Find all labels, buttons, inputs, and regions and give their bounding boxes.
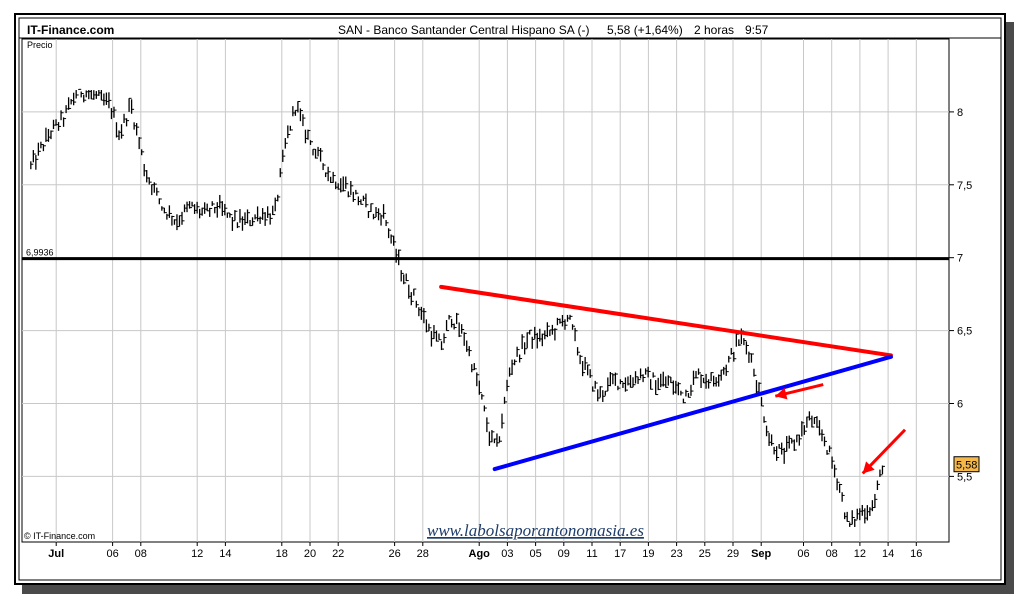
x-tick-label: 22 bbox=[332, 548, 344, 560]
x-tick-label: 25 bbox=[699, 548, 711, 560]
x-tick-label: 06 bbox=[106, 548, 118, 560]
price-change: 5,58 (+1,64%) bbox=[607, 23, 683, 37]
x-tick-label: 19 bbox=[642, 548, 654, 560]
x-tick-label: Sep bbox=[751, 548, 771, 560]
x-tick-label: 11 bbox=[586, 548, 597, 560]
trendlines bbox=[439, 284, 893, 472]
y-axis: 8 7,5 7 6,5 6 5,5 bbox=[949, 107, 972, 483]
y-tick-label: 5,5 bbox=[957, 471, 972, 483]
x-axis: Jul 06 08 12 14 18 20 22 26 28 Ago 03 05 09 11 17 19 23 25… bbox=[48, 542, 922, 560]
plot-area: Precio 6,9936 bbox=[21, 38, 950, 543]
x-tick-label: 26 bbox=[388, 548, 400, 560]
x-tick-label: 08 bbox=[826, 548, 838, 560]
y-axis-label: Precio bbox=[27, 40, 53, 50]
instrument-title: SAN - Banco Santander Central Hispano SA… bbox=[338, 23, 589, 37]
x-tick-label: 20 bbox=[304, 548, 316, 560]
x-tick-label: Jul bbox=[48, 548, 64, 560]
arrow-head bbox=[775, 387, 788, 400]
arrow-head bbox=[862, 461, 875, 474]
x-tick-label: 29 bbox=[727, 548, 739, 560]
y-tick-label: 6 bbox=[957, 398, 963, 410]
x-tick-label: 14 bbox=[219, 548, 231, 560]
x-tick-label: 12 bbox=[854, 548, 866, 560]
y-tick-label: 6,5 bbox=[957, 326, 972, 338]
red-arrow bbox=[861, 428, 907, 475]
red-arrow bbox=[774, 383, 824, 400]
window-inner-frame bbox=[18, 17, 1002, 581]
copyright: © IT-Finance.com bbox=[24, 531, 95, 541]
x-tick-label: 08 bbox=[135, 548, 147, 560]
time: 9:57 bbox=[745, 23, 769, 37]
x-tick-label: 18 bbox=[276, 548, 288, 560]
y-tick-label: 7,5 bbox=[957, 180, 972, 192]
last-price-badge: 5,58 bbox=[953, 456, 980, 473]
x-tick-label: 06 bbox=[797, 548, 809, 560]
support-trendline bbox=[492, 354, 893, 472]
x-tick-label: 17 bbox=[614, 548, 626, 560]
x-tick-label: 28 bbox=[417, 548, 429, 560]
period: 2 horas bbox=[694, 23, 734, 37]
x-tick-label: 09 bbox=[558, 548, 570, 560]
x-tick-label: 05 bbox=[529, 548, 541, 560]
x-tick-label: Ago bbox=[469, 548, 491, 560]
x-tick-label: 16 bbox=[910, 548, 922, 560]
y-tick-label: 7 bbox=[957, 253, 963, 265]
last-price-label: 5,58 bbox=[956, 460, 977, 472]
resistance-trendline bbox=[439, 284, 893, 358]
x-tick-label: 03 bbox=[501, 548, 513, 560]
price-bars bbox=[30, 88, 885, 527]
horizontal-support-line: 6,9936 bbox=[22, 248, 949, 261]
support-line-label: 6,9936 bbox=[26, 248, 54, 258]
watermark-link[interactable]: www.labolsaporantonomasia.es bbox=[427, 521, 644, 540]
x-tick-label: 23 bbox=[670, 548, 682, 560]
y-tick-label: 8 bbox=[957, 107, 963, 119]
x-tick-label: 12 bbox=[191, 548, 203, 560]
last-price-box bbox=[953, 456, 980, 473]
x-tick-label: 14 bbox=[882, 548, 894, 560]
annotation-arrows bbox=[774, 383, 907, 475]
site-name: IT-Finance.com bbox=[27, 23, 114, 37]
plot-border bbox=[21, 38, 950, 543]
